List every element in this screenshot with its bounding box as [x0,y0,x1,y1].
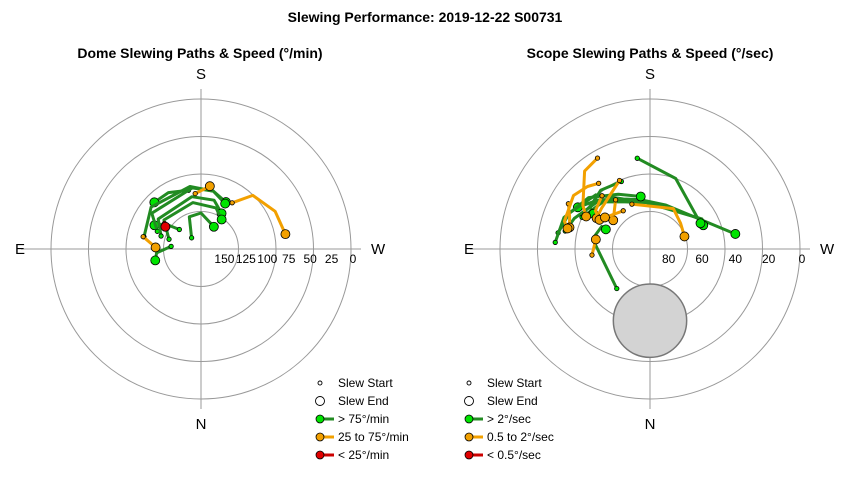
dome-radial-tick-label: 125 [236,252,256,266]
scope-legend-label: Slew End [487,394,538,408]
dome-direction-bottom: N [196,416,207,433]
dome-radial-tick-label: 150 [214,252,234,266]
scope-slew-end-marker [600,224,611,235]
dome-polar-grid [21,89,361,409]
scope-radial-tick-label: 40 [729,252,743,266]
dome-legend-swatch-medium [315,432,334,442]
dome-direction-right: W [371,241,386,258]
dome-direction-left: E [15,241,25,258]
dome-radial-tick-label: 50 [303,252,317,266]
scope-slew-start-marker [614,285,620,292]
scope-slew-start-marker [552,239,558,245]
scope-slew-start-marker [616,177,623,184]
scope-slew-start-marker [599,193,605,199]
dome-slew-path-fast [187,211,216,240]
scope-legend-label: Slew Start [487,376,542,390]
dome-slew-path-fast [150,186,227,233]
dome-slew-start-marker [140,234,146,240]
dome-slew-end-marker [208,221,219,232]
scope-slew-end-marker [590,234,601,245]
dome-slew-end-marker [160,221,171,232]
scope-direction-right: W [820,241,835,258]
dome-slew-start-marker [229,200,235,206]
scope-polar-grid [470,89,810,409]
scope-slew-end-marker [679,231,690,242]
scope-direction-bottom: N [645,416,656,433]
dome-slew-start-marker [168,243,174,249]
dome-slew-start-marker [189,235,195,241]
scope-slew-start-marker [589,252,595,258]
dome-slew-path-fast [156,195,224,238]
scope-legend-swatch-slow [464,450,483,460]
dome-chart-title: Dome Slewing Paths & Speed (°/min) [77,45,323,61]
dome-slew-start-marker [158,233,164,239]
scope-legend-label: > 2°/sec [487,412,531,426]
dome-legend-label: < 25°/min [338,448,390,462]
dome-legend-label: Slew Start [338,376,393,390]
dome-legend-swatch-slow [315,450,334,460]
scope-slew-start-marker [594,155,601,161]
scope-slew-start-marker [596,180,602,186]
scope-legend-swatch-start [466,380,472,386]
dome-radial-tick-label: 0 [350,252,357,266]
scope-legend-label: 0.5 to 2°/sec [487,430,554,444]
scope-legend-swatch-fast [464,414,483,424]
scope-slew-path-medium [630,202,686,238]
scope-chart-title: Scope Slewing Paths & Speed (°/sec) [526,45,774,61]
scope-slew-end-marker [562,223,573,234]
scope-legend: Slew Start Slew End > 2°/sec 0.5 to 2°/sec <… [461,374,611,474]
dome-legend-swatch-fast [315,414,334,424]
scope-radial-tick-label: 80 [662,252,676,266]
scope-slew-start-marker [612,197,619,203]
scope-direction-left: E [464,241,474,258]
dome-slew-start-marker [192,190,198,197]
scope-slew-start-marker [620,208,626,214]
scope-legend-swatch-medium [464,432,483,442]
dome-legend-label: 25 to 75°/min [338,430,409,444]
scope-slew-start-marker [629,201,635,207]
dome-slew-path-medium [230,193,287,236]
dome-radial-tick-label: 100 [257,252,277,266]
scope-legend-swatch-end [464,396,474,406]
main-title: Slewing Performance: 2019-12-22 S00731 [287,9,563,25]
scope-radial-tick-label: 20 [762,252,776,266]
dome-slew-end-marker [204,181,215,192]
dome-legend-swatch-start [317,380,323,386]
dome-slew-end-marker [220,198,231,209]
dome-slew-end-marker [150,242,161,253]
scope-slew-end-marker [695,218,706,229]
scope-radial-tick-label: 60 [695,252,709,266]
scope-slew-path-medium [562,181,601,230]
dome-legend: Slew Start Slew End > 75°/min 25 to 75°/min… [312,374,462,474]
dome-radial-tick-label: 75 [282,252,296,266]
scope-slew-path-fast [553,192,643,244]
scope-slew-path-fast [635,156,702,225]
dome-slew-end-marker [216,214,227,225]
dome-legend-label: > 75°/min [338,412,390,426]
dome-slew-end-marker [280,229,291,240]
scope-excluded-zone [612,283,688,359]
dome-legend-swatch-end [315,396,325,406]
scope-legend-label: < 0.5°/sec [487,448,541,462]
scope-slew-end-marker [600,212,610,223]
scope-slew-end-marker [635,191,646,202]
scope-direction-top: S [645,66,655,83]
dome-legend-label: Slew End [338,394,389,408]
scope-slew-start-marker [634,155,640,161]
dome-radial-tick-label: 25 [325,252,339,266]
scope-slew-end-marker [730,229,741,239]
dome-slew-start-marker [166,236,172,242]
dome-direction-top: S [196,66,206,83]
dome-slew-start-marker [176,226,182,233]
scope-radial-tick-label: 0 [799,252,806,266]
dome-slew-end-marker [150,255,161,266]
scope-slew-end-marker [581,211,592,222]
